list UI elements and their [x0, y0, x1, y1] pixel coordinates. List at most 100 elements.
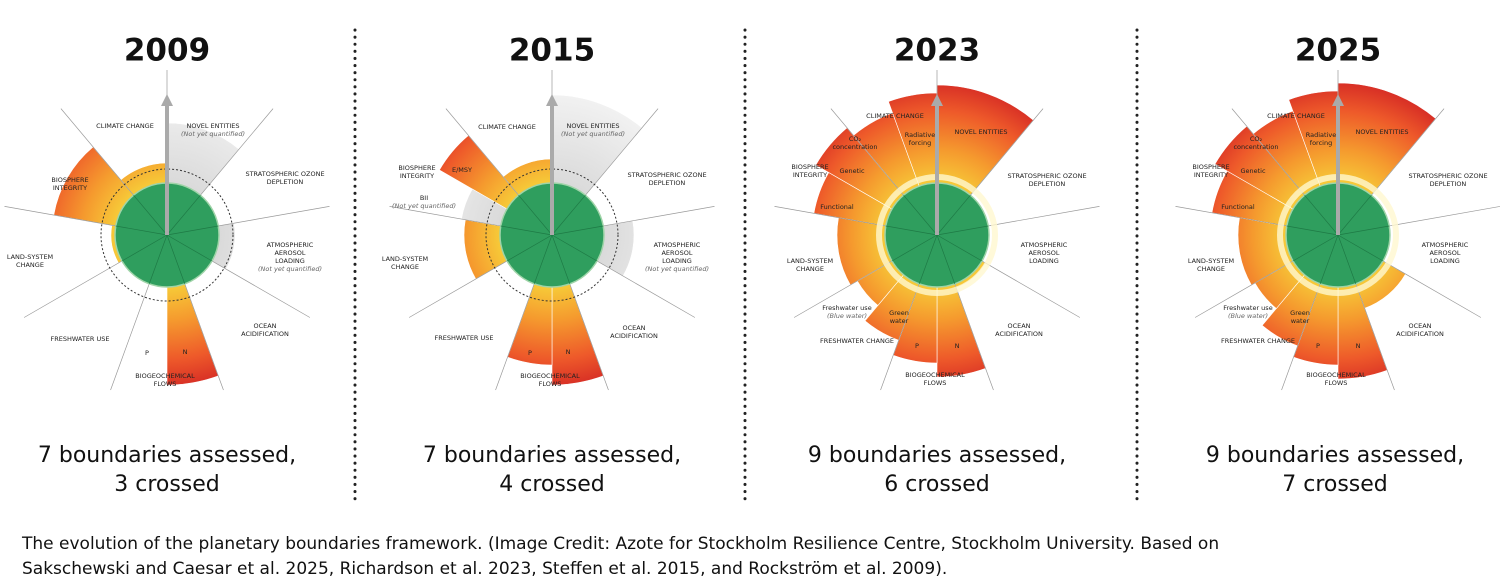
- risk-arrow-head: [1332, 94, 1344, 106]
- sector-divider: [148, 234, 168, 284]
- boundary-label: STRATOSPHERIC OZONE: [627, 171, 706, 179]
- sector-divider: [936, 194, 971, 236]
- sector-divider: [1292, 234, 1339, 262]
- risk-arrow-head: [161, 94, 173, 106]
- boundary-label: CO₂: [1250, 135, 1263, 143]
- boundary-label: ACIDIFICATION: [241, 330, 289, 338]
- boundary-label: Functional: [820, 203, 854, 211]
- summary-line: 4 crossed: [499, 472, 605, 497]
- sector-divider: [891, 234, 938, 262]
- boundary-label: BIOGEOCHEMICAL: [1306, 371, 1366, 379]
- summary-line: 3 crossed: [114, 472, 220, 497]
- boundary-label: LOADING: [1430, 257, 1460, 265]
- boundary-label: CLIMATE CHANGE: [1267, 112, 1325, 120]
- boundary-ring: [100, 168, 234, 302]
- boundary-label: CHANGE: [1197, 265, 1225, 273]
- boundary-label: INTEGRITY: [1194, 171, 1228, 179]
- boundary-label: N: [566, 348, 571, 356]
- boundary-label: Freshwater use: [822, 304, 871, 312]
- boundary-label: CHANGE: [16, 261, 44, 269]
- sector-divider: [918, 234, 938, 284]
- sector-divider: [1337, 234, 1357, 284]
- boundary-label: LAND-SYSTEM: [1188, 257, 1234, 265]
- sector-divider: [500, 225, 553, 236]
- sector-divider: [518, 194, 553, 236]
- boundary-label: ACIDIFICATION: [610, 332, 658, 340]
- sector-divider: [533, 234, 553, 284]
- boundary-label: ATMOSPHERIC: [654, 241, 701, 249]
- sector-divider: [551, 194, 586, 236]
- boundary-label: (Not yet quantified): [181, 130, 245, 138]
- boundary-label: DEPLETION: [1430, 180, 1467, 188]
- boundary-label: BIOSPHERE: [51, 176, 88, 184]
- boundary-label: CLIMATE CHANGE: [866, 112, 924, 120]
- caption-line: Sakschewski and Caesar et al. 2025, Rich…: [22, 559, 947, 579]
- boundary-label: LOADING: [275, 257, 305, 265]
- sector-divider: [115, 225, 168, 236]
- boundary-label: (Not yet quantified): [561, 130, 625, 138]
- boundary-label: OCEAN: [622, 324, 645, 332]
- boundary-label: E/MSY: [452, 166, 472, 174]
- sector-divider: [121, 234, 168, 262]
- boundary-label: Freshwater use: [1223, 304, 1272, 312]
- boundary-label: FLOWS: [1325, 379, 1348, 387]
- boundary-label: NOVEL ENTITIES: [566, 122, 619, 130]
- boundary-label: N: [955, 342, 960, 350]
- boundary-label: N: [183, 348, 188, 356]
- summary-line: 6 crossed: [884, 472, 990, 497]
- sector-divider: [1337, 194, 1372, 236]
- boundary-label: P: [1316, 342, 1320, 350]
- boundary-label: forcing: [1310, 139, 1332, 147]
- boundary-label: BIOSPHERE: [398, 164, 435, 172]
- boundary-label: DEPLETION: [267, 178, 304, 186]
- boundary-label: Functional: [1221, 203, 1255, 211]
- boundary-label: Green: [1290, 309, 1310, 317]
- boundary-label: (Not yet quantified): [645, 265, 709, 273]
- caption-line: The evolution of the planetary boundarie…: [21, 534, 1219, 554]
- boundary-label: Genetic: [839, 167, 865, 175]
- boundary-label: water: [890, 317, 909, 325]
- boundary-label: OCEAN: [1408, 322, 1431, 330]
- boundary-label: ATMOSPHERIC: [267, 241, 314, 249]
- boundary-label: BIOSPHERE: [791, 163, 828, 171]
- boundary-label: FRESHWATER USE: [50, 335, 109, 343]
- boundary-label: CHANGE: [796, 265, 824, 273]
- boundary-label: CLIMATE CHANGE: [96, 122, 154, 130]
- sector-divider: [936, 225, 989, 236]
- boundary-label: FLOWS: [924, 379, 947, 387]
- boundary-label: water: [1291, 317, 1310, 325]
- boundary-label: STRATOSPHERIC OZONE: [245, 170, 324, 178]
- risk-arrow-head: [931, 94, 943, 106]
- year-title: 2009: [124, 33, 210, 69]
- sector-divider: [936, 234, 983, 262]
- boundary-label: BIOGEOCHEMICAL: [905, 371, 965, 379]
- sector-divider: [166, 234, 186, 284]
- sector-divider: [1304, 194, 1339, 236]
- boundary-label: CLIMATE CHANGE: [478, 123, 536, 131]
- boundary-label: FLOWS: [154, 380, 177, 388]
- boundary-label: DEPLETION: [649, 179, 686, 187]
- boundary-label: Green: [889, 309, 909, 317]
- sector-divider: [551, 234, 571, 284]
- year-title: 2023: [894, 33, 980, 69]
- boundary-label: FRESHWATER USE: [434, 334, 493, 342]
- boundary-label: INTEGRITY: [400, 172, 434, 180]
- summary-line: 9 boundaries assessed,: [808, 443, 1066, 468]
- boundary-label: FRESHWATER CHANGE: [1221, 337, 1295, 345]
- separators: [353, 28, 1139, 502]
- boundary-label: P: [145, 349, 149, 357]
- boundary-label: BIOGEOCHEMICAL: [135, 372, 195, 380]
- summary-line: 9 boundaries assessed,: [1206, 443, 1464, 468]
- boundary-label: ATMOSPHERIC: [1422, 241, 1469, 249]
- sector-divider: [506, 234, 553, 262]
- boundary-label: DEPLETION: [1029, 180, 1066, 188]
- boundary-label: LAND-SYSTEM: [382, 255, 428, 263]
- sector-divider: [133, 194, 168, 236]
- boundary-label: concentration: [1233, 143, 1278, 151]
- summary-line: 7 crossed: [1282, 472, 1388, 497]
- boundary-label: NOVEL ENTITIES: [954, 128, 1007, 136]
- boundary-label: FLOWS: [539, 380, 562, 388]
